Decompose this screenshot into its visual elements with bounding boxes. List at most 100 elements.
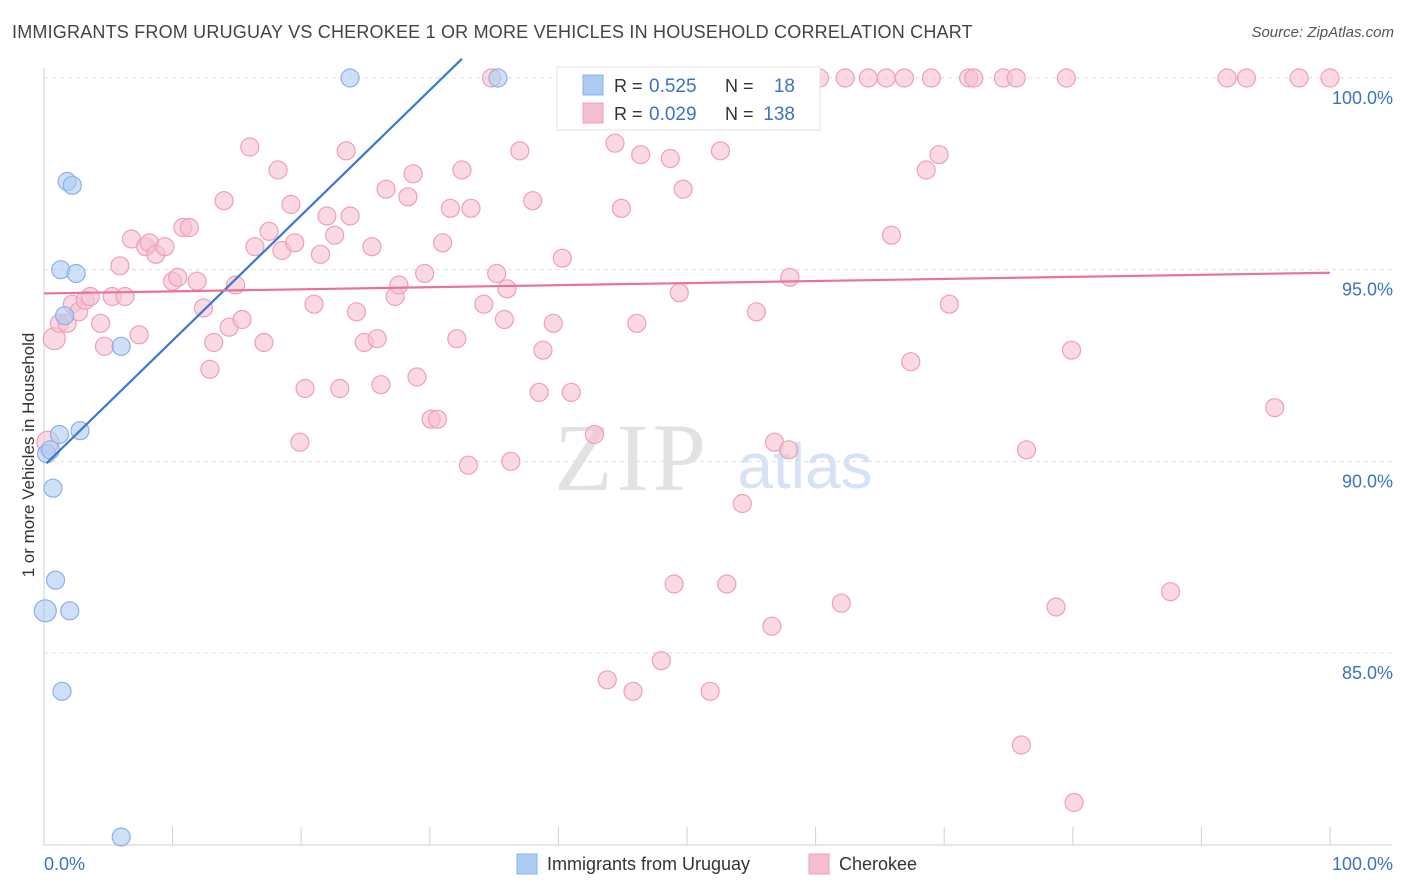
cherokee-point-95[interactable]: [673, 179, 693, 199]
cherokee-point-129[interactable]: [1064, 792, 1084, 813]
legend-bottom-label-cherokee[interactable]: Cherokee: [839, 854, 917, 874]
cherokee-point-47[interactable]: [340, 206, 360, 226]
cherokee-point-91[interactable]: [651, 651, 671, 671]
cherokee-point-118[interactable]: [929, 145, 949, 165]
cherokee-point-65[interactable]: [452, 160, 472, 180]
cherokee-point-35[interactable]: [268, 160, 288, 180]
cherokee-point-77[interactable]: [533, 340, 553, 360]
cherokee-point-25[interactable]: [200, 359, 220, 379]
cherokee-point-86[interactable]: [611, 198, 632, 218]
cherokee-point-22[interactable]: [179, 217, 199, 238]
cherokee-point-62[interactable]: [433, 233, 453, 253]
cherokee-point-48[interactable]: [346, 302, 367, 322]
uruguay-point-0[interactable]: [33, 599, 57, 623]
cherokee-point-7[interactable]: [80, 286, 100, 307]
cherokee-point-8[interactable]: [90, 313, 111, 333]
cherokee-point-42[interactable]: [310, 244, 331, 264]
cherokee-point-105[interactable]: [780, 267, 800, 287]
cherokee-point-55[interactable]: [389, 275, 409, 295]
cherokee-point-119[interactable]: [939, 294, 959, 314]
cherokee-point-80[interactable]: [561, 382, 581, 402]
cherokee-point-85[interactable]: [605, 133, 625, 153]
cherokee-point-102[interactable]: [762, 616, 782, 636]
cherokee-point-112[interactable]: [876, 68, 896, 88]
cherokee-point-70[interactable]: [487, 263, 507, 284]
cherokee-point-58[interactable]: [407, 367, 427, 387]
cherokee-point-97[interactable]: [700, 681, 720, 701]
cherokee-point-31[interactable]: [240, 137, 260, 157]
cherokee-point-39[interactable]: [290, 432, 310, 452]
cherokee-point-20[interactable]: [168, 267, 188, 287]
cherokee-point-135[interactable]: [1320, 68, 1340, 88]
cherokee-point-9[interactable]: [94, 336, 115, 356]
cherokee-point-134[interactable]: [1289, 68, 1309, 88]
cherokee-point-133[interactable]: [1265, 398, 1285, 418]
cherokee-point-67[interactable]: [461, 198, 481, 218]
cherokee-point-40[interactable]: [295, 378, 315, 399]
cherokee-point-132[interactable]: [1236, 68, 1257, 88]
cherokee-point-11[interactable]: [110, 256, 130, 276]
cherokee-point-98[interactable]: [710, 141, 731, 161]
cherokee-point-56[interactable]: [398, 187, 418, 207]
cherokee-point-89[interactable]: [631, 145, 651, 165]
cherokee-point-88[interactable]: [627, 313, 647, 333]
cherokee-point-100[interactable]: [732, 493, 752, 514]
cherokee-point-74[interactable]: [510, 141, 530, 161]
cherokee-point-128[interactable]: [1061, 340, 1082, 360]
cherokee-point-43[interactable]: [317, 206, 337, 226]
legend-bottom-label-uruguay[interactable]: Immigrants from Uruguay: [547, 854, 750, 874]
cherokee-point-45[interactable]: [330, 378, 350, 399]
cherokee-point-34[interactable]: [259, 221, 279, 241]
legend-bottom-swatch-pink[interactable]: [808, 853, 830, 875]
cherokee-point-72[interactable]: [497, 279, 517, 299]
uruguay-point-17[interactable]: [488, 68, 508, 88]
cherokee-point-79[interactable]: [552, 248, 572, 268]
cherokee-point-117[interactable]: [921, 68, 941, 88]
cherokee-point-44[interactable]: [325, 225, 345, 245]
cherokee-point-52[interactable]: [371, 375, 391, 395]
cherokee-point-113[interactable]: [881, 225, 902, 245]
cherokee-point-121[interactable]: [964, 68, 984, 88]
cherokee-point-14[interactable]: [129, 325, 149, 345]
cherokee-point-104[interactable]: [778, 440, 799, 460]
cherokee-point-63[interactable]: [440, 198, 460, 218]
cherokee-point-130[interactable]: [1160, 582, 1181, 602]
cherokee-point-82[interactable]: [584, 424, 605, 445]
cherokee-point-116[interactable]: [916, 160, 936, 180]
uruguay-point-15[interactable]: [111, 827, 131, 847]
cherokee-point-30[interactable]: [232, 309, 252, 330]
cherokee-point-76[interactable]: [529, 382, 549, 402]
cherokee-point-66[interactable]: [458, 455, 478, 475]
cherokee-point-38[interactable]: [285, 233, 305, 253]
cherokee-point-124[interactable]: [1011, 735, 1031, 755]
cherokee-point-24[interactable]: [193, 298, 214, 318]
cherokee-point-115[interactable]: [901, 352, 921, 372]
uruguay-point-11[interactable]: [62, 175, 82, 195]
cherokee-point-59[interactable]: [415, 263, 435, 284]
uruguay-point-10[interactable]: [60, 601, 80, 621]
cherokee-point-78[interactable]: [543, 313, 563, 333]
cherokee-point-51[interactable]: [367, 329, 387, 349]
cherokee-point-53[interactable]: [376, 179, 396, 199]
cherokee-point-26[interactable]: [204, 332, 224, 353]
uruguay-point-3[interactable]: [43, 478, 63, 498]
cherokee-point-131[interactable]: [1217, 68, 1237, 88]
cherokee-point-50[interactable]: [362, 237, 382, 257]
cherokee-point-101[interactable]: [746, 302, 767, 322]
cherokee-point-110[interactable]: [835, 68, 855, 88]
cherokee-point-64[interactable]: [447, 329, 467, 349]
cherokee-point-18[interactable]: [155, 237, 175, 257]
uruguay-point-4[interactable]: [45, 570, 66, 590]
cherokee-point-37[interactable]: [281, 194, 301, 215]
cherokee-point-87[interactable]: [623, 681, 643, 701]
uruguay-point-12[interactable]: [66, 263, 86, 284]
cherokee-point-94[interactable]: [669, 283, 689, 303]
cherokee-point-114[interactable]: [894, 68, 914, 88]
cherokee-point-99[interactable]: [717, 574, 737, 594]
cherokee-point-93[interactable]: [664, 574, 684, 594]
cherokee-point-125[interactable]: [1016, 440, 1037, 460]
cherokee-point-68[interactable]: [474, 294, 494, 314]
legend-bottom-swatch-blue[interactable]: [516, 853, 538, 875]
uruguay-point-7[interactable]: [52, 681, 72, 701]
uruguay-point-14[interactable]: [111, 336, 131, 356]
